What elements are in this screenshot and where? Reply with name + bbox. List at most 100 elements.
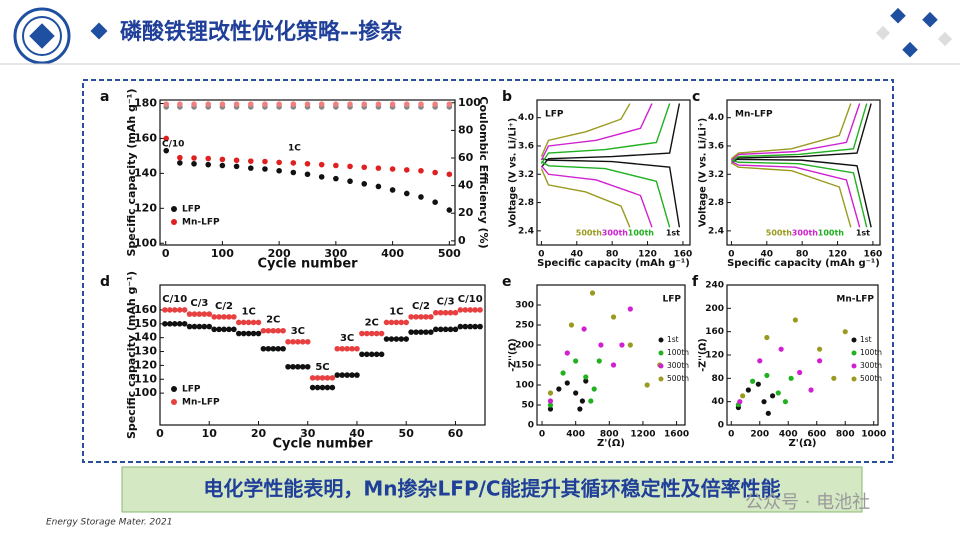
point (354, 372, 360, 378)
point (547, 406, 554, 412)
point (304, 160, 311, 167)
x-tick-label: 300 (324, 247, 347, 260)
plot-frame (536, 99, 691, 246)
point (260, 327, 267, 334)
point (442, 309, 449, 316)
point (167, 321, 173, 327)
point (408, 314, 414, 320)
point (740, 393, 746, 399)
y-tick-label: 0 (528, 421, 534, 431)
x-tick-label: 0 (539, 430, 545, 440)
charge-curve (540, 103, 671, 165)
point (333, 101, 339, 107)
point (191, 101, 197, 107)
point (333, 162, 339, 169)
point (191, 155, 197, 161)
legend-label: 500th (860, 374, 882, 383)
caption: 电化学性能表明，Mn掺杂LFP/C能提升其循环稳定性及倍率性能 (203, 477, 780, 501)
point (206, 323, 213, 330)
point (568, 322, 575, 328)
y-tick-label: 3.6 (708, 141, 724, 151)
x-axis-label: Specific capacity (mAh g⁻¹) (537, 258, 690, 269)
point (181, 307, 188, 313)
discharge-curve (541, 160, 671, 228)
point (265, 345, 272, 352)
point (250, 330, 257, 337)
legend-marker (851, 363, 857, 369)
x-tick-label: 160 (864, 250, 883, 260)
point (211, 314, 217, 320)
point (413, 329, 419, 335)
point (375, 183, 382, 190)
point (389, 166, 396, 172)
point (177, 101, 183, 107)
point (162, 321, 168, 327)
point (318, 161, 325, 168)
legend-label: 500th (667, 374, 689, 383)
x-tick-label: 20 (251, 427, 267, 440)
point (255, 330, 262, 337)
point (452, 309, 459, 316)
point (276, 167, 282, 174)
point (233, 101, 240, 107)
point (250, 319, 257, 326)
point (560, 370, 566, 376)
point (403, 101, 410, 107)
y-tick-label: 150 (134, 317, 157, 330)
point (275, 345, 281, 352)
point (309, 384, 316, 391)
bullet (90, 22, 108, 40)
point (247, 158, 254, 164)
point (564, 350, 570, 356)
point (255, 319, 262, 326)
rate-label: 2C (365, 318, 379, 329)
x-axis-label: Specific capacity (mAh g⁻¹) (727, 258, 880, 269)
x-tick-label: 600 (807, 430, 826, 440)
legend-marker (171, 386, 177, 392)
annotation: 1C (288, 144, 301, 154)
point (447, 326, 454, 333)
point (216, 314, 222, 320)
point (245, 319, 252, 326)
y2-tick-label: 20 (458, 206, 474, 219)
x-tick-label: 60 (448, 427, 464, 440)
point (167, 307, 173, 313)
panel-label: Mn-LFP (836, 295, 874, 305)
point (457, 323, 464, 330)
point (260, 345, 267, 352)
point (393, 319, 400, 326)
point (191, 160, 197, 167)
y-axis-label: Specific capacity (mAh g⁻¹) (125, 271, 138, 439)
y-tick-label: 40 (711, 397, 724, 407)
point (290, 169, 297, 176)
legend-marker (171, 206, 177, 212)
discharge-curve (731, 158, 872, 228)
legend-marker (171, 399, 177, 405)
x-axis-label: Cycle number (272, 437, 373, 452)
x-tick-label: 80 (796, 250, 809, 260)
charge-curve (731, 103, 868, 163)
x-tick-label: 100 (211, 247, 234, 260)
point (564, 380, 570, 386)
legend-label: 100th (628, 229, 655, 238)
point (339, 345, 345, 352)
y-axis-label: -Z''(Ω) (508, 338, 519, 371)
y-tick-label: 300 (515, 301, 534, 311)
point (792, 317, 798, 323)
legend-marker (851, 376, 857, 382)
point (403, 167, 410, 173)
point (191, 323, 198, 330)
y2-tick-label: 0 (458, 234, 466, 247)
rate-label: C/3 (190, 298, 208, 309)
point (290, 363, 296, 370)
point (588, 398, 594, 404)
point (769, 393, 776, 399)
point (408, 329, 414, 335)
point (467, 307, 474, 313)
point (290, 160, 297, 166)
point (447, 309, 454, 316)
point (247, 165, 254, 171)
point (233, 157, 240, 164)
point (349, 345, 355, 352)
